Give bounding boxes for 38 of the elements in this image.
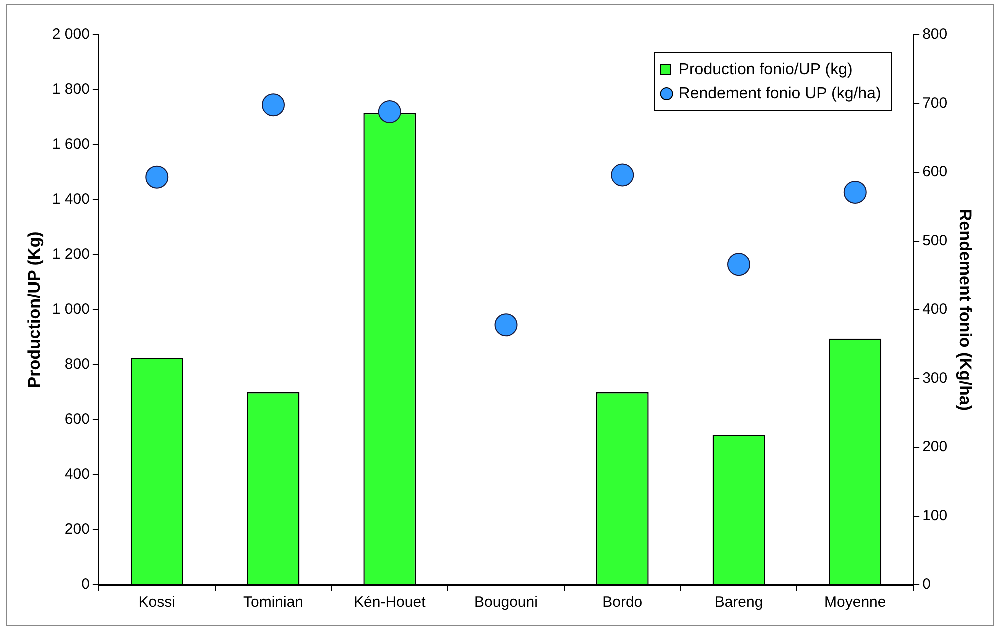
point <box>494 314 518 337</box>
x-tick-label: Kén-Houet <box>354 594 427 612</box>
y-axis-title: Production/UP (Kg) <box>24 232 44 388</box>
y2-tick-label: 200 <box>922 438 948 456</box>
y2-tick-label: 300 <box>922 370 948 387</box>
point <box>262 94 285 117</box>
y2-tick-label: 700 <box>922 94 948 112</box>
y-tick-label: 1 800 <box>52 81 90 98</box>
y2-tick-label: 800 <box>922 26 948 44</box>
y2-tick-label: 600 <box>922 164 948 181</box>
legend-label: Rendement fonio UP (kg/ha) <box>678 85 882 102</box>
point <box>378 100 402 124</box>
point <box>728 253 751 276</box>
y-tick-label: 400 <box>64 466 90 484</box>
y2-tick-label: 100 <box>922 507 948 524</box>
y2-axis-title: Rendement fonio (Kg/ha) <box>956 208 976 412</box>
y2-tick-label: 0 <box>922 576 931 594</box>
point <box>844 180 867 204</box>
y-tick-label: 600 <box>64 411 90 428</box>
y-tick-label: 1 600 <box>52 136 90 154</box>
y-tick-label: 0 <box>82 576 90 594</box>
x-tick-label: Bareng <box>714 594 764 612</box>
point <box>611 164 634 187</box>
point <box>146 166 169 189</box>
y-tick-label: 1 400 <box>52 191 90 208</box>
legend-label: Production fonio/UP (kg) <box>678 61 853 78</box>
x-tick-label: Kossi <box>138 594 176 612</box>
x-tick-label: Moyenne <box>824 594 886 612</box>
y-tick-label: 1 200 <box>52 246 90 264</box>
y2-tick-label: 400 <box>922 301 948 318</box>
y-tick-label: 800 <box>64 356 90 374</box>
x-tick-label: Bougouni <box>474 594 538 612</box>
y-tick-label: 2 000 <box>52 26 90 44</box>
x-tick-label: Bordo <box>602 594 643 612</box>
y2-tick-label: 500 <box>922 232 948 250</box>
y-tick-label: 1 000 <box>52 301 90 318</box>
x-tick-label: Tominian <box>243 594 304 612</box>
y-tick-label: 200 <box>64 521 90 538</box>
